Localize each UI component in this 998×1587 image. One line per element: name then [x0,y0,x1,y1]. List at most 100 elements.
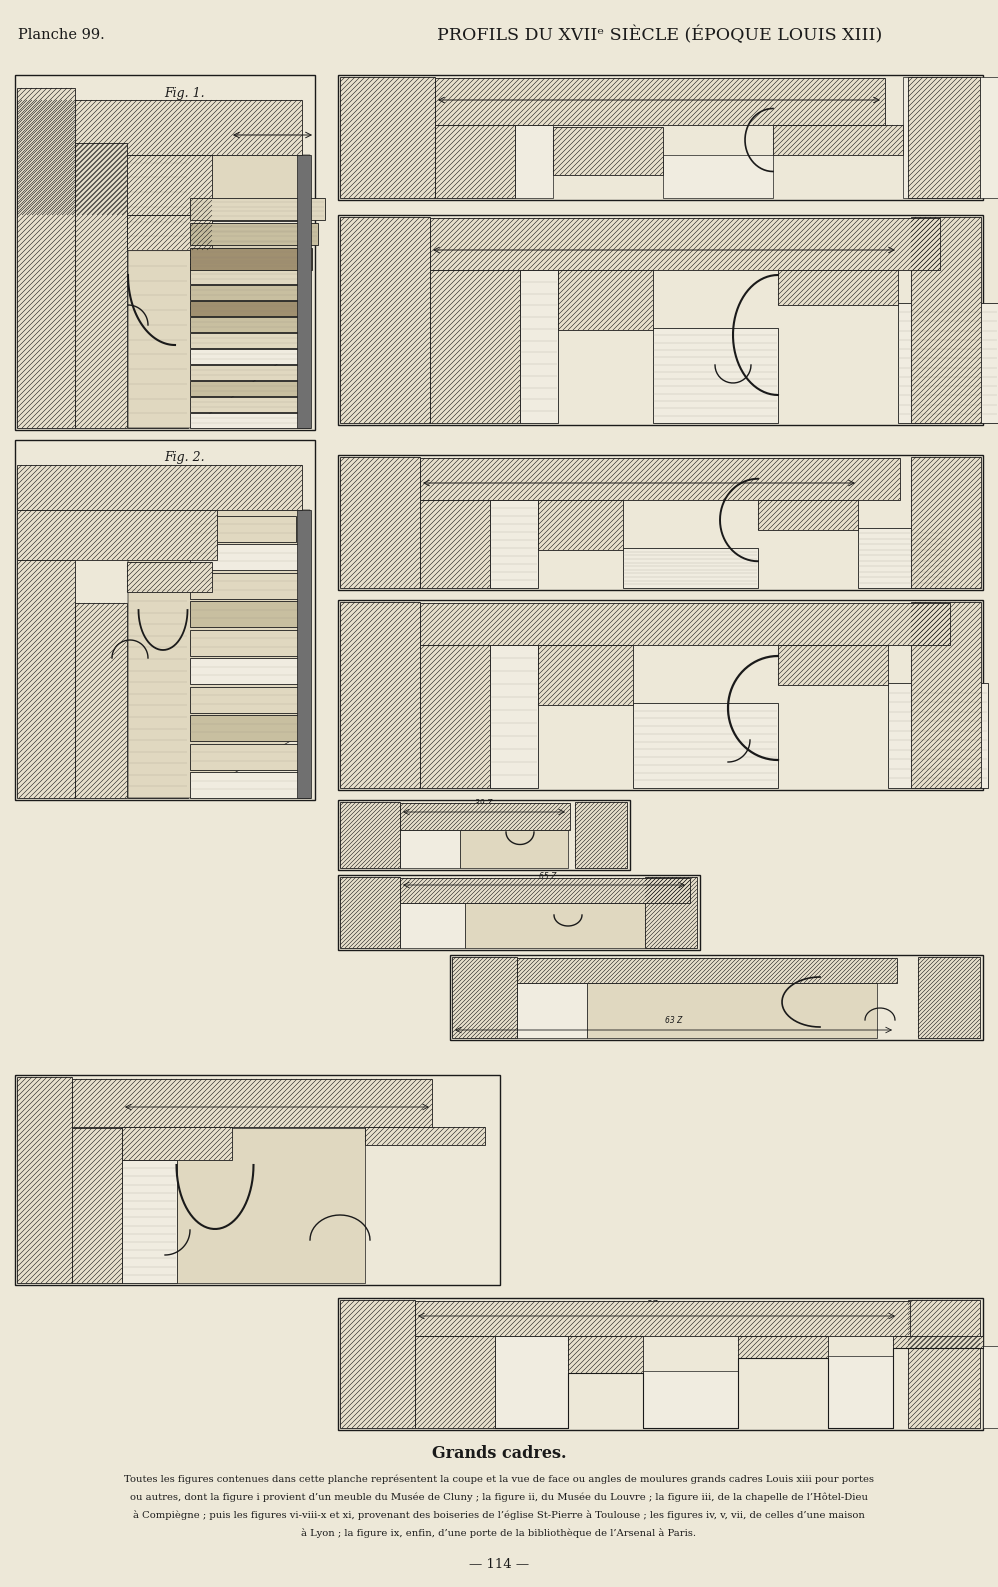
Bar [778,644,888,686]
Bar [515,125,553,198]
Bar [17,1078,72,1282]
Text: — 114 —: — 114 — [469,1558,529,1571]
Bar [450,955,983,1039]
Bar [297,509,311,798]
Bar [340,78,435,198]
Bar [435,78,885,125]
Bar [75,603,127,798]
Text: Toutes les figures contenues dans cette planche représentent la coupe et la vue : Toutes les figures contenues dans cette … [124,1474,874,1484]
Bar [983,1346,998,1428]
Bar [72,1079,432,1127]
Text: Fig. 5.: Fig. 5. [670,467,711,479]
Bar [190,630,302,655]
Bar [340,217,430,424]
Bar [122,1127,232,1160]
Bar [400,803,570,830]
Bar [190,286,310,300]
Text: 37 m: 37 m [648,1300,669,1309]
Bar [340,878,400,947]
Text: 59 m: 59 m [654,233,675,241]
Bar [190,397,310,413]
Text: 43 m: 43 m [266,1090,287,1100]
Bar [190,716,307,741]
Bar [420,459,900,500]
Bar [190,254,310,268]
Bar [17,465,302,509]
Text: 65 Z: 65 Z [539,871,557,881]
Bar [645,878,697,947]
Text: Fig. 3.: Fig. 3. [790,98,830,111]
Bar [911,601,981,789]
Text: Fig. 2.: Fig. 2. [165,451,206,465]
Bar [340,457,420,589]
Bar [190,744,308,770]
Bar [190,333,310,348]
Text: nz: nz [265,124,274,132]
Bar [430,217,940,270]
Bar [190,413,310,428]
Bar [898,303,998,424]
Bar [338,214,983,425]
Bar [420,603,950,644]
Text: PROFILS DU XVIIᵉ SIÈCLE (ÉPOQUE LOUIS XIII): PROFILS DU XVIIᵉ SIÈCLE (ÉPOQUE LOUIS XI… [437,25,882,44]
Bar [190,544,298,570]
Bar [400,830,460,868]
Bar [653,329,778,424]
Bar [190,224,318,244]
Bar [128,578,188,798]
Bar [778,270,898,305]
Bar [15,440,315,800]
Bar [643,1371,738,1428]
Bar [520,270,558,424]
Bar [908,1300,980,1428]
Bar [190,270,310,284]
Text: 63 Z: 63 Z [666,1016,683,1025]
Bar [415,1301,910,1336]
Bar [177,1128,365,1282]
Text: Planche 99.: Planche 99. [18,29,105,41]
Bar [908,78,980,198]
Bar [338,75,983,200]
Bar [72,1128,122,1282]
Bar [587,982,877,1038]
Bar [340,601,420,789]
Text: Fig. 4.: Fig. 4. [620,227,661,240]
Bar [452,957,517,1038]
Text: 39 Z: 39 Z [475,798,493,808]
Bar [190,659,304,684]
Bar [758,500,858,530]
Text: Grands cadres.: Grands cadres. [432,1446,566,1463]
Bar [893,1336,983,1347]
Polygon shape [128,156,310,428]
Bar [190,687,305,713]
Bar [575,801,627,868]
Bar [127,214,212,251]
Text: Fig. 8.: Fig. 8. [448,882,489,895]
Text: Fig. 10.: Fig. 10. [95,1087,144,1100]
Bar [17,156,212,214]
Bar [663,156,773,198]
Bar [297,156,311,428]
Bar [465,903,690,947]
Bar [558,270,653,330]
Bar [911,217,981,424]
Bar [828,1355,893,1428]
Bar [420,500,490,589]
Bar [623,548,758,589]
Bar [517,959,897,982]
Bar [190,573,299,598]
Bar [190,601,301,627]
Bar [340,801,400,868]
Bar [190,516,296,541]
Bar [15,75,315,430]
Bar [338,800,630,870]
Bar [340,1300,415,1428]
Bar [460,830,568,868]
Bar [338,600,983,790]
Bar [918,957,980,1038]
Text: Fig. 11.: Fig. 11. [493,1308,542,1320]
Bar [127,562,212,592]
Text: à Compiègne ; puis les figures vi-viii-x et xi, provenant des boiseries de l’égl: à Compiègne ; puis les figures vi-viii-x… [133,1511,865,1520]
Bar [490,500,538,589]
Bar [430,270,520,424]
